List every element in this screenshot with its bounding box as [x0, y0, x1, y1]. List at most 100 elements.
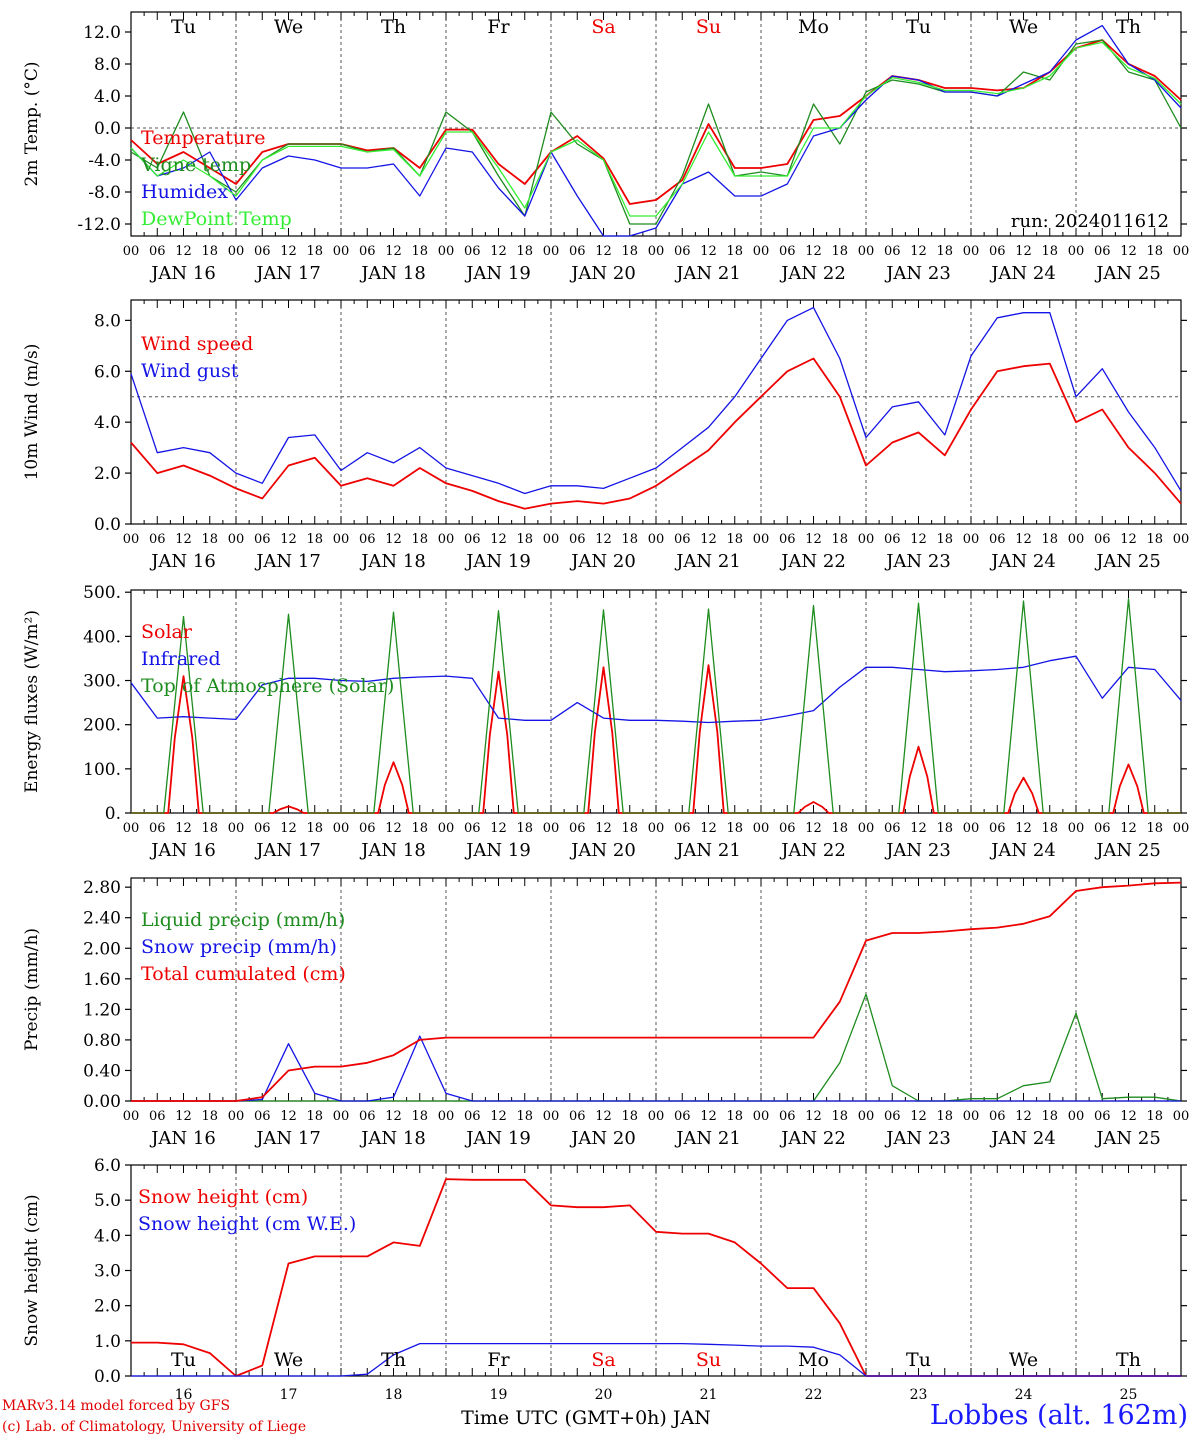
date-label: JAN 19: [464, 263, 531, 284]
y-axis-label: Energy fluxes (W/m²): [22, 610, 42, 793]
hour-tick-label: 06: [464, 532, 481, 547]
hour-tick-label: 00: [963, 532, 980, 547]
weekday-label: Tu: [171, 1349, 196, 1371]
hour-tick-label: 18: [726, 821, 743, 836]
hour-tick-label: 18: [621, 244, 638, 259]
date-label: JAN 22: [779, 551, 846, 572]
series-line-top-of-atmosphere-solar: [131, 598, 1181, 814]
legend-entry: DewPoint Temp: [141, 208, 292, 230]
hour-tick-label: 00: [123, 532, 140, 547]
date-label: JAN 23: [884, 1128, 951, 1149]
day-number-label: 25: [1120, 1387, 1138, 1403]
hour-tick-label: 18: [306, 532, 323, 547]
legend-entry: Snow precip (mm/h): [141, 936, 337, 958]
hour-tick-label: 06: [1094, 244, 1111, 259]
date-label: JAN 16: [149, 263, 216, 284]
hour-tick-label: 06: [884, 244, 901, 259]
y-tick-label: -12.0: [77, 215, 121, 235]
hour-tick-label: 18: [831, 532, 848, 547]
hour-tick-label: 06: [464, 1109, 481, 1124]
weekday-label: Fr: [487, 16, 510, 38]
date-label: JAN 20: [569, 1128, 636, 1149]
hour-tick-label: 12: [490, 821, 507, 836]
hour-tick-label: 12: [595, 244, 612, 259]
hour-tick-label: 18: [1146, 1109, 1163, 1124]
legend-entry: Wind gust: [141, 360, 239, 382]
hour-tick-label: 18: [411, 532, 428, 547]
hour-tick-label: 12: [910, 1109, 927, 1124]
hour-tick-label: 06: [254, 244, 271, 259]
hour-tick-label: 18: [1146, 821, 1163, 836]
run-annotation: run: 2024011612: [1011, 211, 1169, 232]
hour-tick-label: 00: [963, 244, 980, 259]
hour-tick-label: 00: [1173, 244, 1190, 259]
series-line-wind-gust: [130, 306, 1182, 495]
hour-tick-label: 18: [726, 244, 743, 259]
hour-tick-label: 18: [411, 244, 428, 259]
y-tick-label: 0.: [105, 804, 121, 824]
hour-tick-label: 06: [359, 1109, 376, 1124]
y-tick-label: 0.40: [83, 1061, 121, 1081]
hour-tick-label: 06: [779, 244, 796, 259]
hour-tick-label: 06: [149, 244, 166, 259]
hour-tick-label: 12: [280, 532, 297, 547]
hour-tick-label: 18: [306, 821, 323, 836]
date-label: JAN 17: [254, 551, 321, 572]
model-credit: MARv3.14 model forced by GFS: [2, 1398, 231, 1414]
hour-tick-label: 12: [1120, 821, 1137, 836]
date-label: JAN 20: [569, 840, 636, 861]
hour-tick-label: 12: [1015, 244, 1032, 259]
legend-entry: Total cumulated (cm): [141, 963, 346, 985]
hour-tick-label: 12: [1015, 532, 1032, 547]
hour-tick-label: 12: [385, 244, 402, 259]
date-label: JAN 16: [149, 551, 216, 572]
weekday-label: We: [1009, 16, 1038, 38]
weekday-label: Tu: [906, 16, 931, 38]
hour-tick-label: 12: [910, 244, 927, 259]
hour-tick-label: 18: [936, 244, 953, 259]
y-tick-label: 2.0: [94, 464, 121, 484]
weekday-label: Mo: [798, 16, 829, 38]
y-tick-label: 300.: [83, 672, 121, 692]
date-label: JAN 21: [674, 263, 741, 284]
date-label: JAN 18: [359, 551, 426, 572]
hour-tick-label: 06: [149, 1109, 166, 1124]
hour-tick-label: 18: [726, 532, 743, 547]
hour-tick-label: 12: [700, 532, 717, 547]
y-tick-label: 0.80: [83, 1031, 121, 1051]
hour-tick-label: 06: [989, 821, 1006, 836]
hour-tick-label: 18: [831, 244, 848, 259]
hour-tick-label: 06: [569, 244, 586, 259]
y-tick-label: 0.00: [83, 1092, 121, 1112]
date-label: JAN 19: [464, 1128, 531, 1149]
hour-tick-label: 06: [149, 821, 166, 836]
hour-tick-label: 00: [438, 1109, 455, 1124]
date-label: JAN 24: [989, 263, 1056, 284]
date-label: JAN 25: [1094, 551, 1161, 572]
hour-tick-label: 12: [280, 244, 297, 259]
hour-tick-label: 06: [1094, 821, 1111, 836]
hour-tick-label: 18: [411, 821, 428, 836]
date-label: JAN 25: [1094, 263, 1161, 284]
hour-tick-label: 00: [1173, 532, 1190, 547]
lab-credit: (c) Lab. of Climatology, University of L…: [2, 1419, 307, 1435]
legend-entry: Liquid precip (mm/h): [141, 909, 345, 931]
hour-tick-label: 06: [884, 821, 901, 836]
hour-tick-label: 00: [543, 244, 560, 259]
hour-tick-label: 06: [989, 244, 1006, 259]
hour-tick-label: 06: [674, 1109, 691, 1124]
weekday-label: We: [274, 1349, 303, 1371]
hour-tick-label: 06: [569, 1109, 586, 1124]
hour-tick-label: 18: [621, 821, 638, 836]
hour-tick-label: 00: [753, 821, 770, 836]
hour-tick-label: 18: [516, 244, 533, 259]
series-line-snow-precip-mm-h: [131, 1035, 1181, 1102]
y-tick-label: 400.: [83, 627, 121, 647]
hour-tick-label: 18: [831, 1109, 848, 1124]
hour-tick-label: 06: [1094, 1109, 1111, 1124]
weekday-label: Th: [381, 1349, 406, 1371]
hour-tick-label: 18: [306, 1109, 323, 1124]
hour-tick-label: 12: [1015, 821, 1032, 836]
hour-tick-label: 00: [543, 532, 560, 547]
hour-tick-label: 00: [753, 1109, 770, 1124]
